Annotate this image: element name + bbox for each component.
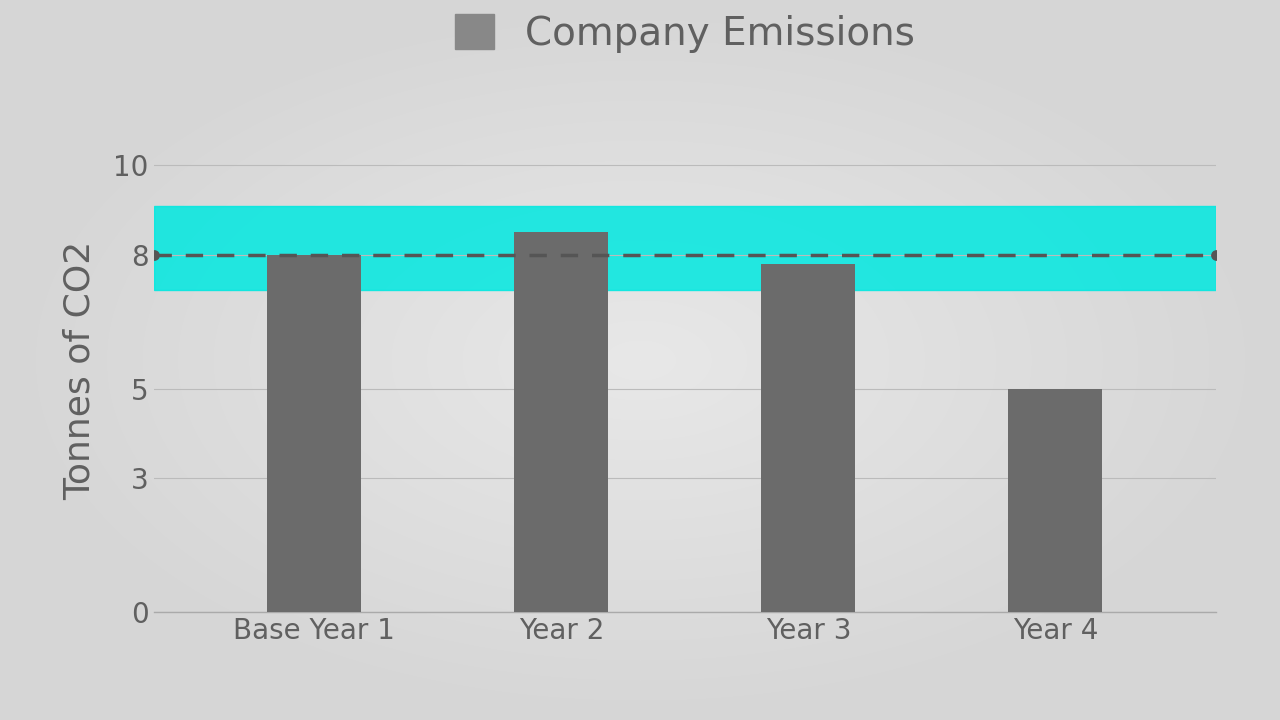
Legend: Company Emissions: Company Emissions [454, 14, 915, 53]
Bar [268, 255, 361, 612]
Bar [1009, 389, 1102, 612]
Y-axis label: Tonnes of CO2: Tonnes of CO2 [63, 241, 97, 500]
Point [143, 249, 164, 261]
Bar [154, 205, 1216, 290]
Bar [762, 264, 855, 612]
Point [1206, 249, 1226, 261]
Bar [515, 233, 608, 612]
